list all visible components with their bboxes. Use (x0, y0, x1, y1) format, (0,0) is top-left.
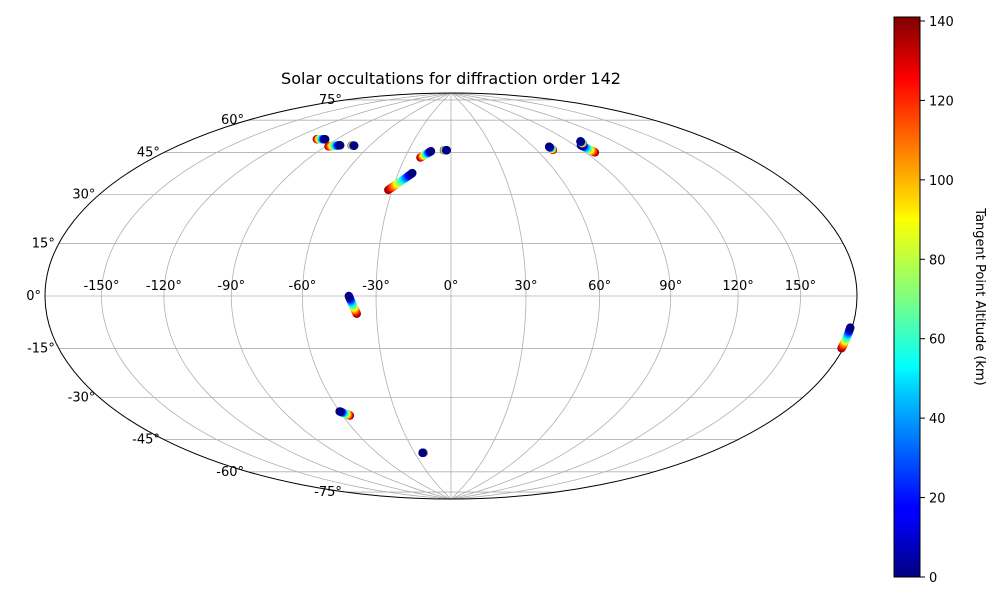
colorbar-fill (893, 16, 921, 578)
grid-meridian (450, 93, 527, 499)
grid-meridian (450, 93, 801, 499)
occultation-point (426, 147, 436, 156)
latitude-tick-label: -45° (132, 433, 160, 448)
colorbar: 0 20 40 60 80 100 120 140 Tangent Point Altitud… (893, 15, 987, 586)
colorbar-tick-label: 120 (929, 94, 954, 109)
colorbar-tick-label: 60 (929, 333, 946, 348)
latitude-tick-label: -30° (68, 391, 96, 406)
longitude-tick-label: 150° (785, 279, 816, 294)
colorbar-label: Tangent Point Altitude (km) (972, 207, 987, 385)
occultation-point (442, 146, 451, 155)
grid-meridian (163, 93, 452, 499)
latitude-tick-label: 75° (319, 93, 342, 108)
longitude-tick-labels: -150° -120° -90° -60° -30° 0° 30° 60° 90° 120° 150… (83, 279, 816, 294)
latitude-tick-label: 15° (32, 236, 55, 251)
colorbar-tick-label: 80 (929, 253, 946, 268)
grid-meridian (450, 93, 601, 499)
graticule (45, 93, 857, 499)
grid-meridian (301, 93, 452, 499)
grid-meridian (450, 93, 739, 499)
occultation-points (312, 134, 855, 458)
occultation-point (344, 291, 354, 301)
longitude-tick-label: 90° (659, 279, 682, 294)
map-boundary (44, 92, 858, 500)
latitude-tick-label: -75° (314, 485, 342, 500)
longitude-tick-label: 120° (722, 279, 753, 294)
occultation-point (544, 142, 554, 151)
longitude-tick-label: -120° (146, 279, 182, 294)
longitude-tick-label: 60° (588, 279, 611, 294)
colorbar-tick-label: 0 (929, 571, 937, 586)
latitude-tick-label: 30° (72, 188, 95, 203)
colorbar-tick-label: 100 (929, 174, 954, 189)
occultation-point (576, 137, 585, 146)
latitude-tick-label: 60° (221, 113, 244, 128)
grid-meridian (375, 93, 452, 499)
occultation-point (336, 141, 345, 150)
grid-meridian (101, 93, 452, 499)
occultation-point (350, 141, 359, 150)
grid-meridian (450, 93, 672, 499)
longitude-tick-label: -150° (83, 279, 119, 294)
colorbar-tick-label: 140 (929, 15, 954, 30)
occultation-point (418, 448, 427, 458)
longitude-tick-label: -30° (362, 279, 390, 294)
occultation-point (335, 407, 344, 416)
occultation-point (408, 168, 417, 178)
occultation-point (321, 135, 330, 144)
latitude-tick-label: -15° (27, 342, 55, 357)
longitude-tick-label: -90° (217, 279, 245, 294)
colorbar-tick-label: 40 (929, 412, 946, 427)
colorbar-tick-label: 20 (929, 492, 946, 507)
latitude-tick-label: 45° (137, 145, 160, 160)
longitude-tick-label: -60° (289, 279, 317, 294)
latitude-tick-label: 0° (26, 289, 41, 304)
colorbar-ticks: 0 20 40 60 80 100 120 140 (920, 15, 954, 586)
latitude-tick-label: -60° (216, 465, 244, 480)
chart-title: Solar occultations for diffraction order… (281, 69, 621, 88)
occultation-point (846, 323, 855, 332)
longitude-tick-label: 0° (444, 279, 459, 294)
longitude-tick-label: 30° (514, 279, 537, 294)
latitude-tick-labels: -75° -60° -45° -30° -15° 0° 15° 30° 45° 60° 75° (26, 93, 342, 500)
